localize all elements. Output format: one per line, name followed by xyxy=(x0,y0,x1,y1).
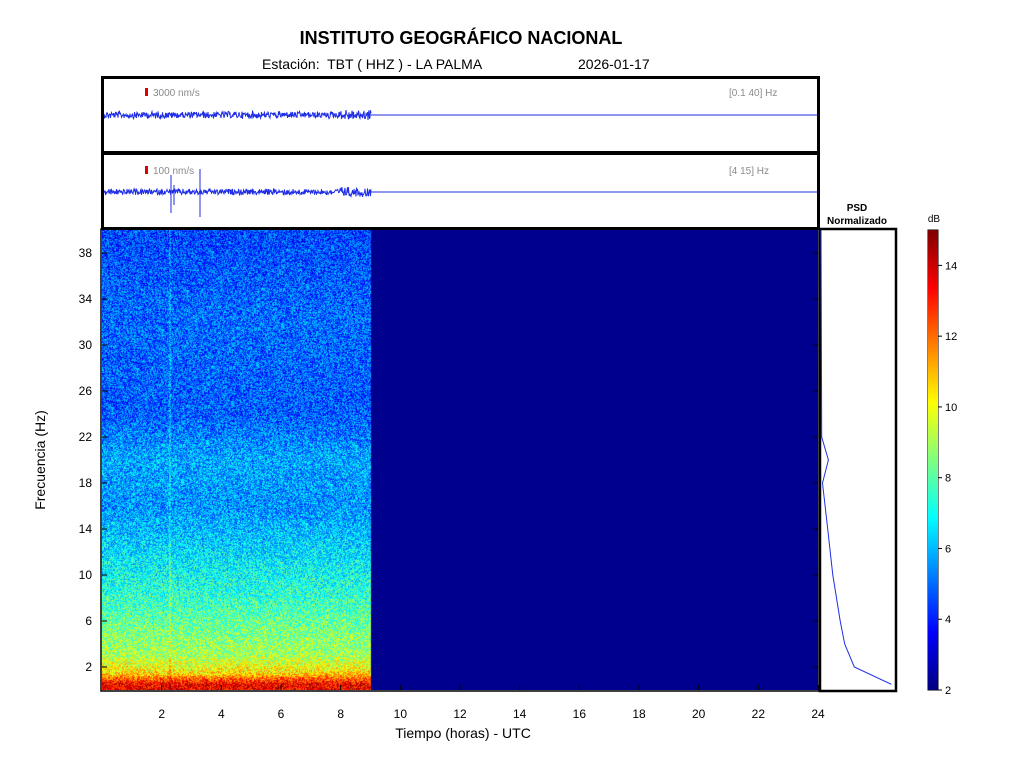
x-tick-label: 2 xyxy=(158,707,165,721)
page-title: INSTITUTO GEOGRÁFICO NACIONAL xyxy=(299,28,623,48)
seismogram-panel-filtered: 100 nm/s [4 15] Hz xyxy=(101,152,820,230)
psd-curve xyxy=(820,229,892,685)
filter-label-filtered: [4 15] Hz xyxy=(729,166,770,177)
x-tick-label: 16 xyxy=(573,707,587,721)
seismogram-broadband-plot xyxy=(104,88,817,121)
colorbar-unit: dB xyxy=(928,214,941,225)
colorbar-tick-label: 2 xyxy=(945,685,951,697)
scale-marker-filtered xyxy=(145,166,148,174)
x-tick-label: 8 xyxy=(337,707,344,721)
y-tick-label: 30 xyxy=(79,338,93,352)
x-tick-label: 12 xyxy=(453,707,467,721)
x-tick-label: 18 xyxy=(632,707,646,721)
colorbar-tick-label: 14 xyxy=(945,260,957,272)
colorbar-tick-label: 6 xyxy=(945,543,951,555)
x-tick-label: 14 xyxy=(513,707,527,721)
seismogram-trace-filtered xyxy=(104,169,372,217)
y-tick-label: 14 xyxy=(79,522,93,536)
seismogram-panel-broadband: 3000 nm/s [0.1 40] Hz xyxy=(101,76,820,154)
colorbar-tick-label: 12 xyxy=(945,331,957,343)
date-label: 2026-01-17 xyxy=(578,56,650,72)
station-label: Estación: xyxy=(262,56,320,72)
psd-panel-frame xyxy=(818,227,898,693)
colorbar-ticks: 2 4 6 8 10 12 14 xyxy=(938,260,957,697)
seismogram-trace-broadband xyxy=(104,109,372,121)
y-tick-label: 10 xyxy=(79,568,93,582)
y-tick-label: 26 xyxy=(79,384,93,398)
scale-label-filtered: 100 nm/s xyxy=(153,166,195,177)
psd-title-line2: Normalizado xyxy=(827,216,887,227)
y-tick-label: 2 xyxy=(85,660,92,674)
y-tick-label: 6 xyxy=(85,614,92,628)
spectrogram-heatmap xyxy=(102,230,818,690)
station-name: TBT ( HHZ ) - LA PALMA xyxy=(327,56,483,72)
x-tick-label: 20 xyxy=(692,707,706,721)
x-tick-label: 22 xyxy=(752,707,766,721)
x-axis: 2 4 6 8 10 12 14 16 18 20 22 24 xyxy=(158,685,825,721)
filter-label-broadband: [0.1 40] Hz xyxy=(729,88,778,99)
scale-marker-broadband xyxy=(145,88,148,96)
colorbar-tick-label: 4 xyxy=(945,614,951,626)
y-tick-label: 18 xyxy=(79,476,93,490)
x-tick-label: 10 xyxy=(394,707,408,721)
seismogram-filtered-plot xyxy=(104,166,817,217)
colorbar xyxy=(928,230,938,690)
scale-label-broadband: 3000 nm/s xyxy=(153,88,200,99)
colorbar-tick-label: 8 xyxy=(945,473,951,485)
colorbar-tick-label: 10 xyxy=(945,402,957,414)
y-tick-label: 34 xyxy=(79,292,93,306)
x-tick-label: 4 xyxy=(218,707,225,721)
y-axis-label: Frecuencia (Hz) xyxy=(32,410,48,510)
station-info: Estación: TBT ( HHZ ) - LA PALMA xyxy=(262,56,482,72)
x-tick-label: 6 xyxy=(278,707,285,721)
x-axis-label: Tiempo (horas) - UTC xyxy=(395,725,531,741)
y-tick-label: 38 xyxy=(79,246,93,260)
psd-title-line1: PSD xyxy=(847,203,868,214)
y-tick-label: 22 xyxy=(79,430,93,444)
x-tick-label: 24 xyxy=(811,707,825,721)
